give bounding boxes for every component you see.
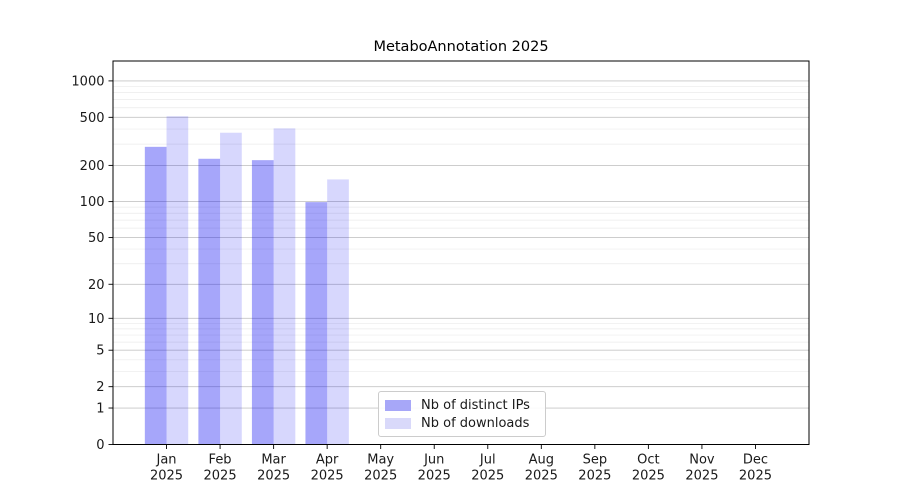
x-tick-label-month: Feb xyxy=(209,453,232,468)
x-tick-label-year: 2025 xyxy=(632,469,665,484)
y-tick-label: 1 xyxy=(96,402,104,417)
legend-item-label: Nb of downloads xyxy=(421,415,530,431)
bar-feb-distinct-ips xyxy=(198,158,221,445)
x-tick-label-year: 2025 xyxy=(471,469,504,484)
x-tick-label-month: Sep xyxy=(583,453,608,468)
bar-jan-downloads xyxy=(166,116,189,445)
y-tick-label: 100 xyxy=(80,195,105,210)
x-tick-label-year: 2025 xyxy=(150,469,183,484)
x-tick-label-year: 2025 xyxy=(364,469,397,484)
x-tick-label-year: 2025 xyxy=(418,469,451,484)
x-tick-label-month: May xyxy=(367,453,394,468)
x-tick-label-year: 2025 xyxy=(311,469,344,484)
x-tick-label-year: 2025 xyxy=(204,469,237,484)
x-tick-label-month: Jan xyxy=(156,453,177,468)
bar-jan-distinct-ips xyxy=(144,146,167,445)
bar-feb-downloads xyxy=(220,132,242,445)
x-tick-label-month: Aug xyxy=(529,453,554,468)
y-tick-label: 500 xyxy=(80,111,105,126)
legend-item-label: Nb of distinct IPs xyxy=(421,397,530,413)
y-tick-label: 50 xyxy=(88,231,105,246)
legend-swatch-downloads-icon xyxy=(385,417,411,429)
bar-apr-downloads xyxy=(327,179,349,445)
x-tick-label-year: 2025 xyxy=(739,469,772,484)
x-tick-label-month: Jun xyxy=(423,453,444,468)
legend-item: Nb of downloads xyxy=(385,414,539,432)
y-tick-label: 2 xyxy=(96,380,104,395)
plot-border xyxy=(112,60,810,445)
bar-mar-distinct-ips xyxy=(251,160,274,445)
x-tick-label-year: 2025 xyxy=(257,469,290,484)
bar-mar-downloads xyxy=(273,128,296,445)
x-tick-label-month: Nov xyxy=(689,453,715,468)
x-tick-label-month: Oct xyxy=(637,453,659,468)
y-tick-label: 20 xyxy=(88,278,105,293)
y-tick-label: 0 xyxy=(96,438,104,453)
x-tick-label-month: Dec xyxy=(743,453,768,468)
x-tick-label-year: 2025 xyxy=(685,469,718,484)
y-tick-label: 5 xyxy=(96,344,104,359)
legend: Nb of distinct IPs Nb of downloads xyxy=(378,391,546,437)
x-tick-label-year: 2025 xyxy=(525,469,558,484)
x-tick-label-year: 2025 xyxy=(578,469,611,484)
legend-swatch-distinct-ips-icon xyxy=(385,399,411,411)
y-tick-label: 200 xyxy=(80,159,105,174)
x-tick-label-month: Apr xyxy=(316,453,339,468)
y-tick-label: 10 xyxy=(88,312,105,327)
bar-apr-distinct-ips xyxy=(305,202,328,445)
legend-item: Nb of distinct IPs xyxy=(385,396,539,414)
y-tick-label: 1000 xyxy=(71,74,104,89)
x-tick-label-month: Mar xyxy=(261,453,286,468)
chart-title: MetaboAnnotation 2025 xyxy=(373,39,548,55)
x-tick-label-month: Jul xyxy=(479,453,496,468)
